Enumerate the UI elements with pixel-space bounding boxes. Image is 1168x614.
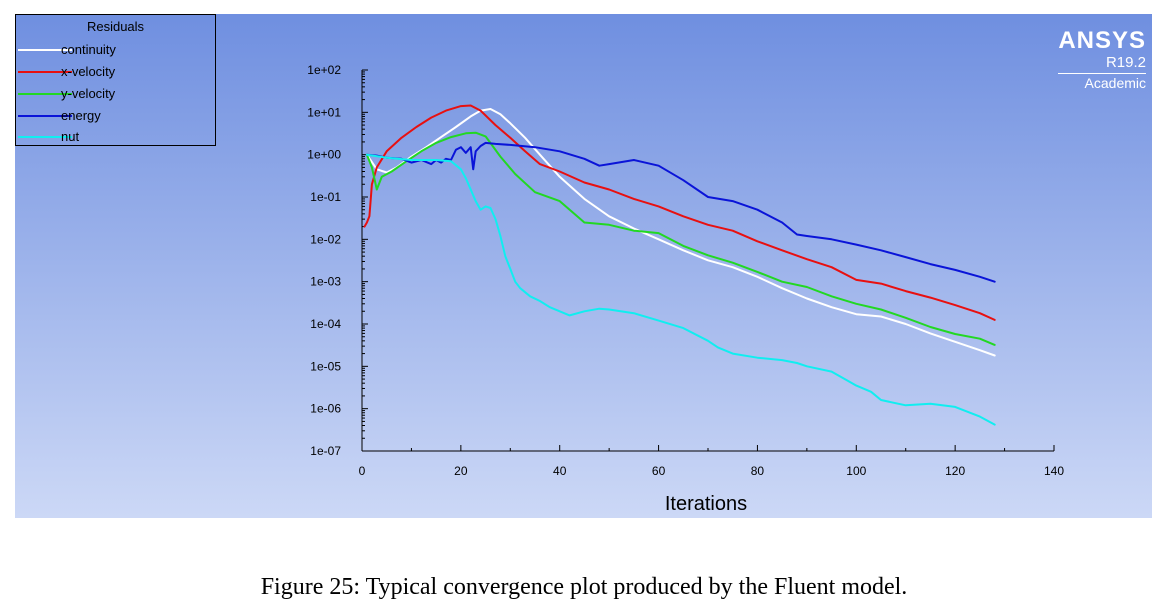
y-tick-label: 1e-04: [310, 317, 341, 331]
y-tick-label: 1e-05: [310, 359, 341, 373]
legend-item-continuity: continuity: [16, 39, 216, 61]
y-tick-label: 1e-01: [310, 190, 341, 204]
y-tick-label: 1e-02: [310, 232, 341, 246]
legend-item-x-velocity: x-velocity: [16, 61, 216, 83]
legend-label: x-velocity: [61, 64, 116, 79]
legend-swatch: [18, 71, 72, 73]
x-tick-label: 140: [1044, 464, 1064, 478]
y-tick-label: 1e-03: [310, 275, 341, 289]
x-tick-label: 80: [751, 464, 765, 478]
x-axis-label: Iterations: [665, 493, 747, 515]
legend-label: y-velocity: [61, 86, 116, 101]
y-tick-label: 1e+01: [307, 105, 341, 119]
legend-swatch: [18, 136, 72, 138]
series-line-continuity: [365, 108, 996, 357]
legend-label: energy: [61, 108, 101, 123]
legend-swatch: [18, 49, 72, 51]
x-tick-label: 40: [553, 464, 567, 478]
legend-swatch: [18, 93, 72, 95]
x-tick-label: 20: [454, 464, 468, 478]
legend-item-y-velocity: y-velocity: [16, 83, 216, 105]
x-tick-label: 120: [945, 464, 965, 478]
plot-background: [15, 14, 1152, 518]
legend-swatch: [18, 115, 72, 117]
legend-title: Residuals: [86, 19, 145, 34]
series-line-y-velocity: [365, 131, 996, 346]
series-line-x-velocity: [363, 104, 996, 321]
y-tick-label: 1e-06: [310, 402, 341, 416]
y-tick-label: 1e-07: [310, 444, 341, 458]
legend-item-energy: energy: [16, 105, 216, 127]
legend-label: continuity: [61, 42, 116, 57]
series-lines: [363, 104, 996, 426]
legend: Residuals continuity x-velocity y-veloci…: [15, 14, 216, 146]
x-tick-label: 60: [652, 464, 666, 478]
residuals-chart: 1e+02 1e+01 1e+00 1e-01 1e-02 1e-03 1e-04 1e-05…: [15, 14, 1152, 518]
legend-item-nut: nut: [16, 126, 216, 148]
axes: 1e+02 1e+01 1e+00 1e-01 1e-02 1e-03 1e-04 1e-05…: [307, 63, 1064, 478]
legend-label: nut: [61, 129, 80, 144]
ansys-logo: ANSYS R19.2 Academic: [1058, 28, 1146, 92]
y-tick-label: 1e+00: [307, 148, 341, 162]
plot-panel: 1e+02 1e+01 1e+00 1e-01 1e-02 1e-03 1e-04 1e-05…: [15, 14, 1152, 518]
logo-version: R19.2: [1105, 54, 1146, 71]
series-line-nut: [365, 153, 996, 426]
x-tick-label: 0: [359, 464, 366, 478]
logo-name: ANSYS: [1058, 27, 1146, 54]
y-tick-label: 1e+02: [307, 63, 341, 77]
x-tick-label: 100: [846, 464, 866, 478]
figure-caption: Figure 25: Typical convergence plot prod…: [260, 574, 908, 600]
logo-edition: Academic: [1058, 73, 1146, 92]
